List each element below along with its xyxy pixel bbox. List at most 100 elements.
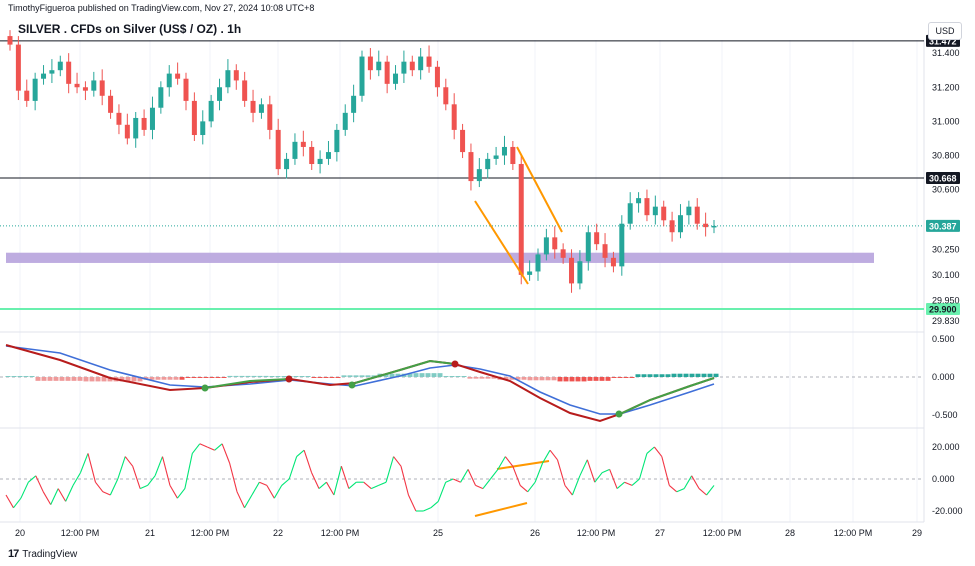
candle	[233, 70, 239, 81]
candle	[275, 129, 281, 170]
macd-histogram-bar	[269, 376, 275, 377]
candle	[434, 66, 440, 88]
osc-segment	[244, 494, 253, 509]
osc-segment	[124, 456, 134, 467]
osc-segment	[646, 446, 655, 454]
macd-histogram-bar	[137, 377, 143, 382]
symbol-title: SILVER . CFDs on Silver (US$ / OZ) . 1h	[18, 22, 242, 36]
candle	[133, 117, 139, 139]
osc-segment	[117, 456, 126, 480]
osc-segment	[579, 459, 588, 477]
osc-tick-label: 0.000	[932, 474, 955, 484]
osc-segment	[236, 491, 245, 509]
osc-segment	[586, 459, 596, 483]
macd-histogram-bar	[257, 375, 263, 377]
osc-segment	[154, 456, 164, 476]
macd-histogram-bar	[587, 377, 593, 381]
osc-segment	[27, 475, 37, 483]
macd-histogram-bar	[425, 373, 431, 377]
osc-segment	[378, 481, 387, 486]
candle	[577, 261, 583, 284]
macd-histogram-bar	[167, 377, 173, 380]
macd-histogram-bar	[431, 373, 437, 377]
macd-histogram-bar	[359, 375, 365, 377]
macd-histogram-bar	[383, 373, 389, 377]
osc-segment	[273, 485, 283, 499]
macd-histogram-bar	[707, 373, 713, 377]
candle	[552, 237, 558, 250]
macd-bull-segment	[204, 378, 291, 389]
candle	[510, 146, 516, 165]
price-tick-label: 30.100	[932, 270, 960, 280]
price-label-text: 31.472	[929, 36, 957, 46]
osc-segment	[527, 481, 536, 493]
time-tick-label: 21	[145, 528, 155, 538]
candle	[66, 61, 72, 84]
osc-segment	[325, 481, 335, 496]
candle	[217, 87, 223, 101]
macd-histogram-bar	[281, 376, 287, 377]
osc-segment	[288, 456, 298, 480]
osc-segment	[214, 443, 223, 451]
candle	[585, 232, 591, 262]
price-lines: 31.472 30.668 30.387 29.900	[0, 34, 960, 315]
candle	[267, 104, 273, 130]
macd-histogram-bar	[557, 377, 563, 382]
candle	[342, 112, 348, 130]
candle	[376, 61, 382, 71]
osc-segment	[423, 507, 432, 512]
candle	[669, 220, 675, 233]
osc-segment	[467, 469, 477, 486]
currency-button[interactable]: USD	[928, 22, 962, 40]
candle	[711, 225, 717, 228]
candle	[418, 56, 424, 71]
osc-segment	[564, 485, 573, 496]
macd-histogram-bar	[305, 376, 311, 377]
macd-histogram-bar	[473, 377, 479, 379]
candle	[91, 80, 97, 91]
macd-histogram-bar	[371, 375, 377, 377]
macd-histogram-bar	[509, 377, 515, 380]
price-tick-label: 29.830	[932, 316, 960, 326]
macd-histogram-bar	[239, 375, 245, 377]
macd-histogram-bar	[341, 375, 347, 377]
macd-histogram-bar	[329, 377, 335, 378]
macd-histogram-bar	[215, 377, 221, 378]
macd-histogram-bar	[593, 377, 599, 381]
macd-histogram-bar	[623, 377, 629, 378]
candle	[183, 78, 189, 101]
osc-segment	[229, 462, 238, 492]
candle	[384, 61, 390, 84]
candle	[149, 107, 155, 130]
macd-histogram-bar	[641, 374, 647, 377]
candle	[175, 73, 181, 79]
macd-histogram-bar	[95, 377, 101, 382]
candle	[49, 70, 55, 74]
candle	[451, 104, 457, 130]
osc-segment	[653, 446, 663, 457]
macd-histogram-bar	[35, 377, 41, 381]
supply-demand-zone	[6, 252, 874, 263]
candle	[116, 112, 122, 125]
macd-histogram-bar	[221, 377, 227, 378]
candle	[32, 78, 38, 101]
osc-segment	[549, 449, 558, 461]
osc-segment	[259, 481, 268, 486]
macd-histogram-bar	[275, 376, 281, 377]
candle	[694, 206, 700, 224]
macd-histogram-bar	[605, 377, 611, 381]
candle	[82, 87, 88, 91]
price-label-bg	[926, 172, 960, 184]
macd-histogram-bar	[23, 376, 29, 377]
macd-histogram-bar	[245, 375, 251, 377]
osc-segment	[512, 466, 521, 486]
candle	[460, 129, 466, 153]
macd-signal-line	[5, 345, 715, 415]
candle	[409, 61, 415, 71]
osc-segment	[169, 485, 178, 499]
macd-histogram-bar	[125, 377, 131, 382]
osc-segment	[5, 494, 14, 509]
macd-histogram-bar	[407, 373, 413, 377]
osc-segment	[400, 466, 409, 496]
